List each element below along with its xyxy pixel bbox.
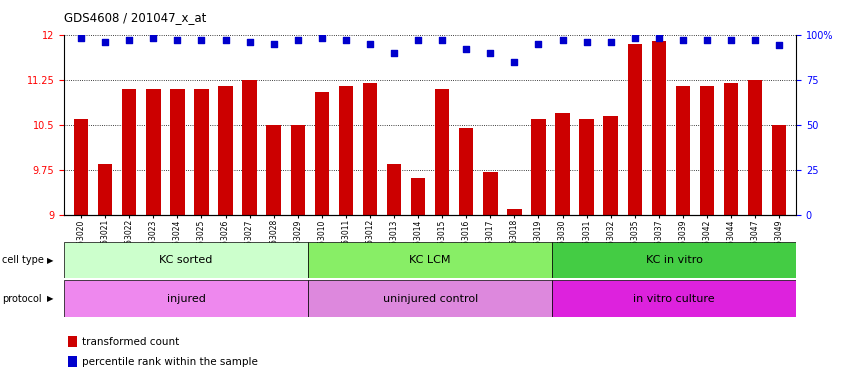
Bar: [507, 209, 521, 215]
Point: [387, 50, 401, 56]
Bar: [74, 119, 88, 215]
Point: [556, 37, 569, 43]
Text: transformed count: transformed count: [82, 337, 179, 347]
Text: ▶: ▶: [47, 294, 54, 303]
Text: ▶: ▶: [47, 256, 54, 265]
Bar: [242, 80, 257, 215]
Bar: [194, 89, 209, 215]
Point: [580, 39, 593, 45]
Bar: [68, 356, 77, 367]
Bar: [651, 41, 666, 215]
Bar: [748, 80, 763, 215]
Point: [676, 37, 690, 43]
Point: [194, 37, 208, 43]
Point: [98, 39, 112, 45]
Point: [460, 46, 473, 52]
Bar: [675, 86, 690, 215]
Bar: [218, 86, 233, 215]
Bar: [308, 280, 552, 317]
Point: [146, 35, 160, 41]
Bar: [339, 86, 353, 215]
Bar: [64, 242, 308, 278]
Text: KC sorted: KC sorted: [159, 255, 213, 265]
Text: in vitro culture: in vitro culture: [633, 293, 715, 304]
Bar: [580, 119, 594, 215]
Point: [411, 37, 425, 43]
Bar: [459, 128, 473, 215]
Bar: [387, 164, 401, 215]
Text: percentile rank within the sample: percentile rank within the sample: [82, 357, 258, 367]
Bar: [363, 83, 377, 215]
Bar: [556, 113, 570, 215]
Bar: [532, 119, 545, 215]
Point: [748, 37, 762, 43]
Text: injured: injured: [167, 293, 205, 304]
Bar: [603, 116, 618, 215]
Point: [218, 37, 232, 43]
Bar: [122, 89, 136, 215]
Bar: [146, 89, 160, 215]
Point: [363, 41, 377, 47]
Text: GDS4608 / 201047_x_at: GDS4608 / 201047_x_at: [64, 12, 206, 25]
Point: [724, 37, 738, 43]
Bar: [552, 280, 796, 317]
Bar: [98, 164, 112, 215]
Bar: [699, 86, 714, 215]
Bar: [266, 125, 281, 215]
Text: protocol: protocol: [2, 293, 41, 304]
Bar: [483, 172, 497, 215]
Bar: [724, 83, 738, 215]
Bar: [435, 89, 449, 215]
Point: [122, 37, 136, 43]
Text: cell type: cell type: [2, 255, 44, 265]
Text: KC LCM: KC LCM: [409, 255, 451, 265]
Bar: [308, 242, 552, 278]
Bar: [64, 280, 308, 317]
Point: [315, 35, 329, 41]
Point: [291, 37, 305, 43]
Point: [508, 59, 521, 65]
Bar: [552, 242, 796, 278]
Point: [532, 41, 545, 47]
Point: [74, 35, 88, 41]
Point: [267, 41, 281, 47]
Bar: [411, 178, 425, 215]
Bar: [314, 92, 329, 215]
Text: uninjured control: uninjured control: [383, 293, 478, 304]
Point: [628, 35, 642, 41]
Point: [170, 37, 184, 43]
Point: [484, 50, 497, 56]
Bar: [68, 336, 77, 348]
Bar: [772, 125, 787, 215]
Point: [436, 37, 449, 43]
Bar: [170, 89, 185, 215]
Point: [652, 35, 666, 41]
Bar: [627, 44, 642, 215]
Point: [603, 39, 617, 45]
Bar: [290, 125, 305, 215]
Point: [339, 37, 353, 43]
Point: [772, 42, 786, 48]
Point: [243, 39, 257, 45]
Text: KC in vitro: KC in vitro: [645, 255, 703, 265]
Point: [700, 37, 714, 43]
